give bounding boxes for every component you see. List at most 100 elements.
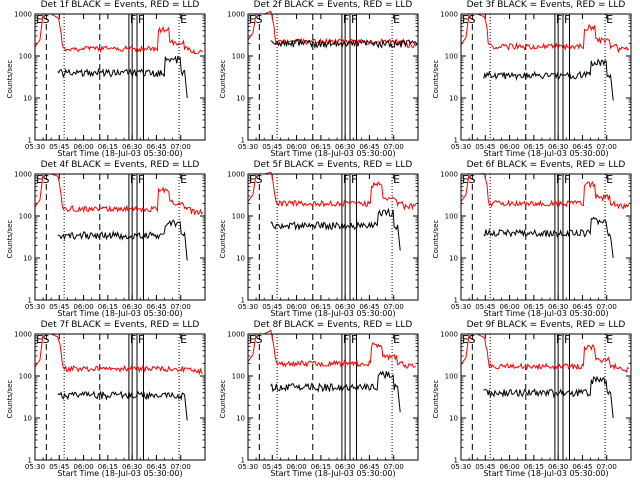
series-lld-line bbox=[34, 13, 203, 54]
event-marker-label: S bbox=[42, 13, 49, 26]
plot-svg: 1 10 100 1000 05:30 05:45 06:00 06:15 06:30 06:45… bbox=[14, 11, 206, 151]
detector-panel: Det 6f BLACK = Events, RED = LLD Start Ti… bbox=[426, 160, 639, 320]
y-tick-label: 10 bbox=[449, 415, 458, 423]
y-tick-label: 10 bbox=[236, 415, 245, 423]
y-tick-label: 1 bbox=[241, 457, 245, 465]
x-tick-label: 06:30 bbox=[548, 143, 568, 151]
x-axis-label: Start Time (18-Jul-03 05:30:00) bbox=[270, 149, 396, 158]
series-events-line bbox=[483, 375, 614, 419]
x-axis-label: Start Time (18-Jul-03 05:30:00) bbox=[57, 149, 183, 158]
event-marker-label: F bbox=[564, 173, 570, 186]
event-marker-label: F bbox=[138, 13, 144, 26]
x-tick-label: 05:45 bbox=[49, 143, 69, 151]
y-tick-label: 100 bbox=[232, 213, 245, 221]
x-tick-label: 07:00 bbox=[384, 143, 404, 151]
plot-frame bbox=[247, 13, 419, 141]
x-tick-label: 06:00 bbox=[499, 463, 519, 471]
y-tick-label: 1 bbox=[28, 297, 32, 305]
x-tick-label: 06:15 bbox=[524, 463, 544, 471]
x-tick-label: 05:30 bbox=[451, 303, 471, 311]
event-marker-label: S bbox=[255, 333, 262, 346]
y-tick-label: 1 bbox=[28, 137, 32, 145]
plot-frame bbox=[460, 173, 632, 301]
event-marker-label: F bbox=[343, 333, 349, 346]
y-tick-label: 10 bbox=[236, 95, 245, 103]
y-tick-label: 1000 bbox=[227, 171, 245, 179]
x-tick-label: 06:30 bbox=[548, 303, 568, 311]
x-tick-label: 06:45 bbox=[572, 303, 592, 311]
x-tick-label: 07:00 bbox=[171, 143, 191, 151]
x-tick-label: 06:15 bbox=[524, 303, 544, 311]
detector-panel: Det 3f BLACK = Events, RED = LLD Start Ti… bbox=[426, 0, 639, 160]
x-axis-label: Start Time (18-Jul-03 05:30:00) bbox=[483, 469, 609, 478]
x-tick-label: 06:15 bbox=[311, 463, 331, 471]
x-tick-label: 06:15 bbox=[98, 303, 118, 311]
plot-frame bbox=[247, 173, 419, 301]
plot-svg: 1 10 100 1000 05:30 05:45 06:00 06:15 06:30 06:45… bbox=[227, 171, 419, 311]
event-marker-label: S bbox=[42, 333, 49, 346]
event-marker-label: F bbox=[556, 173, 562, 186]
event-marker-label: S bbox=[255, 13, 262, 26]
detector-panel: Det 7f BLACK = Events, RED = LLD Start Ti… bbox=[0, 320, 213, 480]
event-marker-label: E bbox=[462, 173, 469, 186]
x-axis-label: Start Time (18-Jul-03 05:30:00) bbox=[57, 309, 183, 318]
x-tick-label: 06:30 bbox=[122, 303, 142, 311]
event-marker-label: S bbox=[468, 173, 475, 186]
y-tick-label: 10 bbox=[236, 255, 245, 263]
event-marker-label: F bbox=[556, 13, 562, 26]
plot-svg: 1 10 100 1000 05:30 05:45 06:00 06:15 06:30 06:45… bbox=[440, 11, 632, 151]
y-tick-label: 1 bbox=[454, 137, 458, 145]
x-tick-label: 06:15 bbox=[98, 463, 118, 471]
event-marker-label: E bbox=[249, 333, 256, 346]
series-events-line bbox=[270, 207, 401, 251]
chart-title: Det 4f BLACK = Events, RED = LLD bbox=[40, 160, 200, 170]
x-tick-label: 05:45 bbox=[475, 143, 495, 151]
event-marker-label: E bbox=[249, 13, 256, 26]
x-tick-label: 06:30 bbox=[335, 303, 355, 311]
y-tick-label: 1 bbox=[241, 137, 245, 145]
y-tick-label: 1000 bbox=[14, 171, 32, 179]
chart-title: Det 9f BLACK = Events, RED = LLD bbox=[466, 320, 626, 330]
chart-title: Det 3f BLACK = Events, RED = LLD bbox=[466, 0, 626, 10]
x-tick-label: 06:30 bbox=[122, 463, 142, 471]
plot-svg: 1 10 100 1000 05:30 05:45 06:00 06:15 06:30 06:45… bbox=[440, 171, 632, 311]
series-events-line bbox=[57, 219, 188, 261]
y-tick-label: 100 bbox=[232, 53, 245, 61]
event-marker-label: F bbox=[564, 333, 570, 346]
x-tick-label: 06:00 bbox=[286, 143, 306, 151]
y-tick-label: 1 bbox=[241, 297, 245, 305]
event-marker-label: F bbox=[343, 13, 349, 26]
chart-title: Det 5f BLACK = Events, RED = LLD bbox=[253, 160, 413, 170]
event-marker-label: F bbox=[351, 13, 357, 26]
event-marker-label: F bbox=[130, 173, 136, 186]
series-events-line bbox=[57, 55, 188, 99]
x-tick-label: 06:45 bbox=[572, 463, 592, 471]
event-marker-label: E bbox=[606, 333, 613, 346]
event-marker-label: F bbox=[343, 173, 349, 186]
detector-panel: Det 2f BLACK = Events, RED = LLD Start Ti… bbox=[213, 0, 426, 160]
event-marker-label: E bbox=[462, 13, 469, 26]
chart-title: Det 1f BLACK = Events, RED = LLD bbox=[40, 0, 200, 10]
y-tick-label: 100 bbox=[19, 53, 32, 61]
series-lld-line bbox=[247, 329, 416, 369]
x-tick-label: 06:15 bbox=[98, 143, 118, 151]
x-tick-label: 05:45 bbox=[475, 463, 495, 471]
y-tick-label: 1000 bbox=[227, 331, 245, 339]
x-tick-label: 06:15 bbox=[524, 143, 544, 151]
x-tick-label: 06:00 bbox=[73, 463, 93, 471]
x-tick-label: 05:45 bbox=[49, 463, 69, 471]
series-events-line bbox=[270, 370, 401, 413]
x-tick-label: 05:30 bbox=[25, 463, 45, 471]
x-tick-label: 06:30 bbox=[548, 463, 568, 471]
x-tick-label: 05:30 bbox=[451, 463, 471, 471]
series-lld-line bbox=[460, 13, 630, 54]
event-marker-label: F bbox=[556, 333, 562, 346]
y-tick-label: 1000 bbox=[440, 171, 458, 179]
x-tick-label: 05:30 bbox=[451, 143, 471, 151]
y-tick-label: 100 bbox=[19, 373, 32, 381]
x-tick-label: 07:00 bbox=[171, 463, 191, 471]
series-events-line bbox=[270, 38, 418, 50]
y-tick-label: 10 bbox=[449, 95, 458, 103]
detector-panel: Det 4f BLACK = Events, RED = LLD Start Ti… bbox=[0, 160, 213, 320]
x-tick-label: 06:45 bbox=[146, 463, 166, 471]
